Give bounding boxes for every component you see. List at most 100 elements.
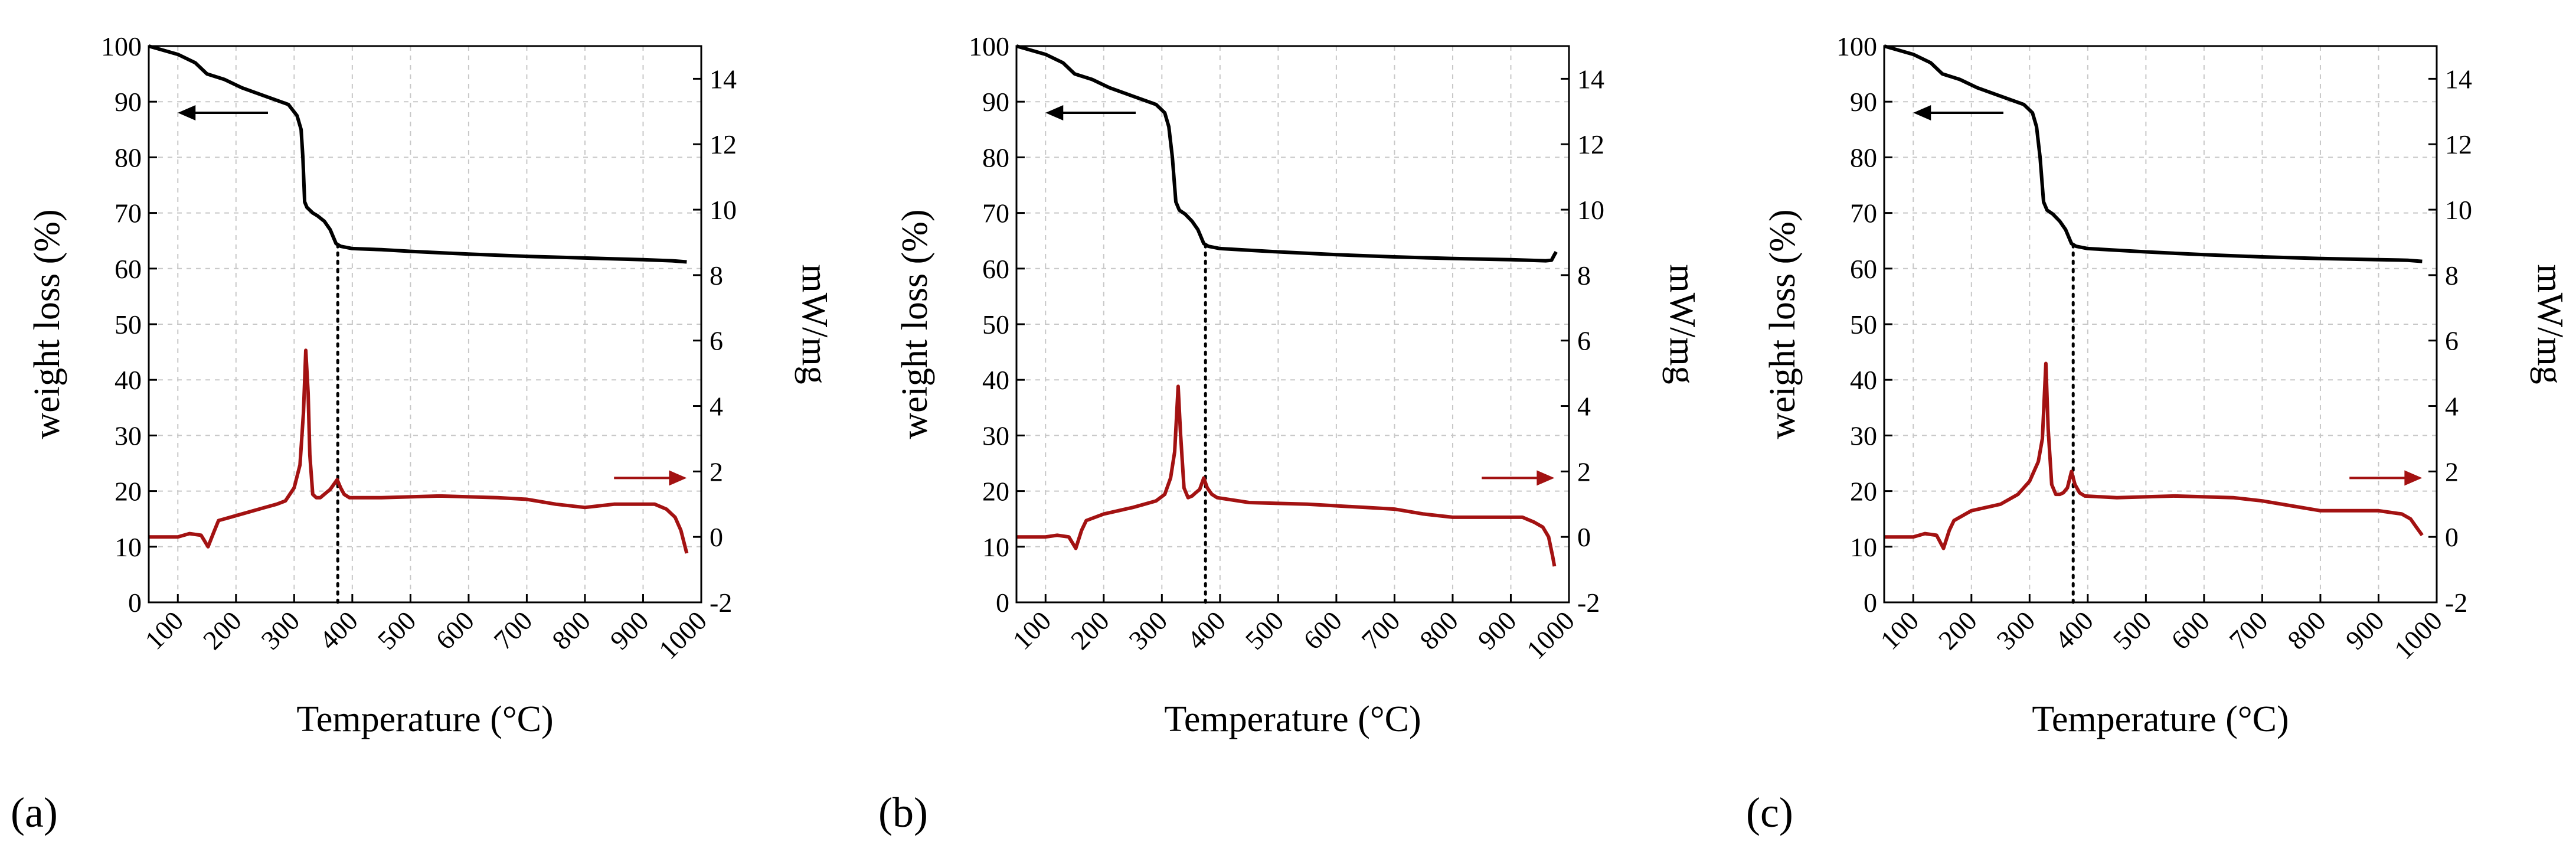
y2-tick-label: 8 xyxy=(710,260,723,291)
y2-tick-label: 10 xyxy=(1577,195,1604,225)
y-tick-label: 30 xyxy=(1850,420,1877,451)
dsc-axis-arrow-head xyxy=(2404,470,2423,486)
x-tick-label: 600 xyxy=(2165,605,2215,655)
y-tick-label: 40 xyxy=(115,365,142,395)
x-tick-label: 1000 xyxy=(2388,605,2448,665)
x-tick-label: 1000 xyxy=(653,605,712,665)
weight-axis-arrow-head xyxy=(1045,105,1064,121)
y-tick-label: 10 xyxy=(115,532,142,562)
weight-loss-line xyxy=(1884,44,2423,263)
x-tick-label: 500 xyxy=(2107,605,2157,655)
y-tick-label: 100 xyxy=(1836,31,1877,61)
dsc-line xyxy=(1016,384,1557,567)
y2-tick-label: 12 xyxy=(2445,129,2472,159)
x-tick-label: 200 xyxy=(1933,605,1983,655)
x-axis-title: Temperature (°C) xyxy=(1164,699,1421,739)
x-tick-label: 100 xyxy=(1874,605,1924,655)
y-tick-label: 90 xyxy=(1850,87,1877,117)
x-tick-label: 800 xyxy=(1414,605,1464,655)
y2-tick-label: 2 xyxy=(2445,456,2459,487)
plot-frame xyxy=(1015,45,1570,604)
weight-axis-arrow-head xyxy=(178,105,196,121)
y-tick-label: 90 xyxy=(115,87,142,117)
y-tick-label: 0 xyxy=(128,588,142,618)
y2-tick-label: 6 xyxy=(710,326,723,356)
y-tick-label: 60 xyxy=(1850,254,1877,284)
y2-tick-label: -2 xyxy=(710,588,732,618)
y-tick-label: 0 xyxy=(1864,588,1877,618)
y2-tick-label: -2 xyxy=(2445,588,2467,618)
y-tick-label: 10 xyxy=(1850,532,1877,562)
x-axis-title: Temperature (°C) xyxy=(296,699,553,739)
y2-tick-label: 14 xyxy=(1577,64,1604,94)
y-tick-label: 80 xyxy=(115,142,142,172)
y2-tick-label: 8 xyxy=(1577,260,1591,291)
y2-tick-label: 12 xyxy=(1577,129,1604,159)
x-tick-label: 900 xyxy=(2340,605,2390,655)
y2-tick-label: 0 xyxy=(2445,522,2459,552)
x-tick-label: 400 xyxy=(1181,605,1231,655)
panel-label: (c) xyxy=(1746,789,1793,836)
x-tick-label: 1000 xyxy=(1521,605,1580,665)
y-tick-label: 0 xyxy=(996,588,1009,618)
weight-loss-line xyxy=(148,44,687,264)
x-tick-label: 400 xyxy=(2049,605,2099,655)
y2-tick-label: 4 xyxy=(1577,392,1591,422)
y-tick-label: 20 xyxy=(1850,477,1877,507)
y-tick-label: 70 xyxy=(1850,198,1877,229)
y-tick-label: 50 xyxy=(1850,309,1877,340)
panel-label: (b) xyxy=(878,789,928,836)
y-tick-label: 10 xyxy=(982,532,1009,562)
x-tick-label: 200 xyxy=(197,605,247,655)
weight-axis-arrow-head xyxy=(1913,105,1931,121)
y-tick-label: 50 xyxy=(115,309,142,340)
y2-tick-label: 10 xyxy=(710,195,737,225)
y-tick-label: 20 xyxy=(115,477,142,507)
y2-tick-label: 14 xyxy=(2445,64,2472,94)
panel-label: (a) xyxy=(11,789,58,836)
y2-tick-label: -2 xyxy=(1577,588,1600,618)
y-tick-label: 40 xyxy=(1850,365,1877,395)
y2-tick-label: 0 xyxy=(1577,522,1591,552)
x-tick-label: 500 xyxy=(372,605,422,655)
y2-tick-label: 8 xyxy=(2445,260,2459,291)
x-tick-label: 600 xyxy=(430,605,480,655)
y-tick-label: 60 xyxy=(115,254,142,284)
x-tick-label: 700 xyxy=(488,605,538,655)
y-axis-title: weight loss (%) xyxy=(27,209,67,439)
plot-frame xyxy=(148,45,702,604)
y-tick-label: 100 xyxy=(969,31,1009,61)
x-tick-label: 800 xyxy=(2281,605,2332,655)
x-tick-label: 700 xyxy=(2224,605,2274,655)
plot-frame xyxy=(1883,45,2438,604)
y2-tick-label: 12 xyxy=(710,129,737,159)
y2-tick-label: 4 xyxy=(2445,392,2459,422)
x-tick-label: 800 xyxy=(546,605,596,655)
x-tick-label: 100 xyxy=(139,605,189,655)
y2-tick-label: 6 xyxy=(1577,326,1591,356)
weight-loss-line xyxy=(1016,44,1558,263)
y-tick-label: 70 xyxy=(982,198,1009,229)
y2-axis-title: mW/mg xyxy=(2530,264,2570,384)
x-tick-label: 400 xyxy=(313,605,364,655)
dsc-axis-arrow-head xyxy=(1537,470,1555,486)
y2-tick-label: 4 xyxy=(710,392,723,422)
y-tick-label: 100 xyxy=(101,31,142,61)
x-tick-label: 500 xyxy=(1240,605,1290,655)
dsc-axis-arrow-head xyxy=(669,470,687,486)
y-tick-label: 90 xyxy=(982,87,1009,117)
x-tick-label: 200 xyxy=(1065,605,1115,655)
dsc-line xyxy=(1884,361,2424,550)
y2-tick-label: 2 xyxy=(1577,456,1591,487)
y-tick-label: 70 xyxy=(115,198,142,229)
x-tick-label: 300 xyxy=(1991,605,2041,655)
y-tick-label: 40 xyxy=(982,365,1009,395)
dsc-line xyxy=(149,348,689,554)
y-axis-title: weight loss (%) xyxy=(1763,209,1803,439)
y-tick-label: 60 xyxy=(982,254,1009,284)
x-tick-label: 300 xyxy=(1123,605,1173,655)
